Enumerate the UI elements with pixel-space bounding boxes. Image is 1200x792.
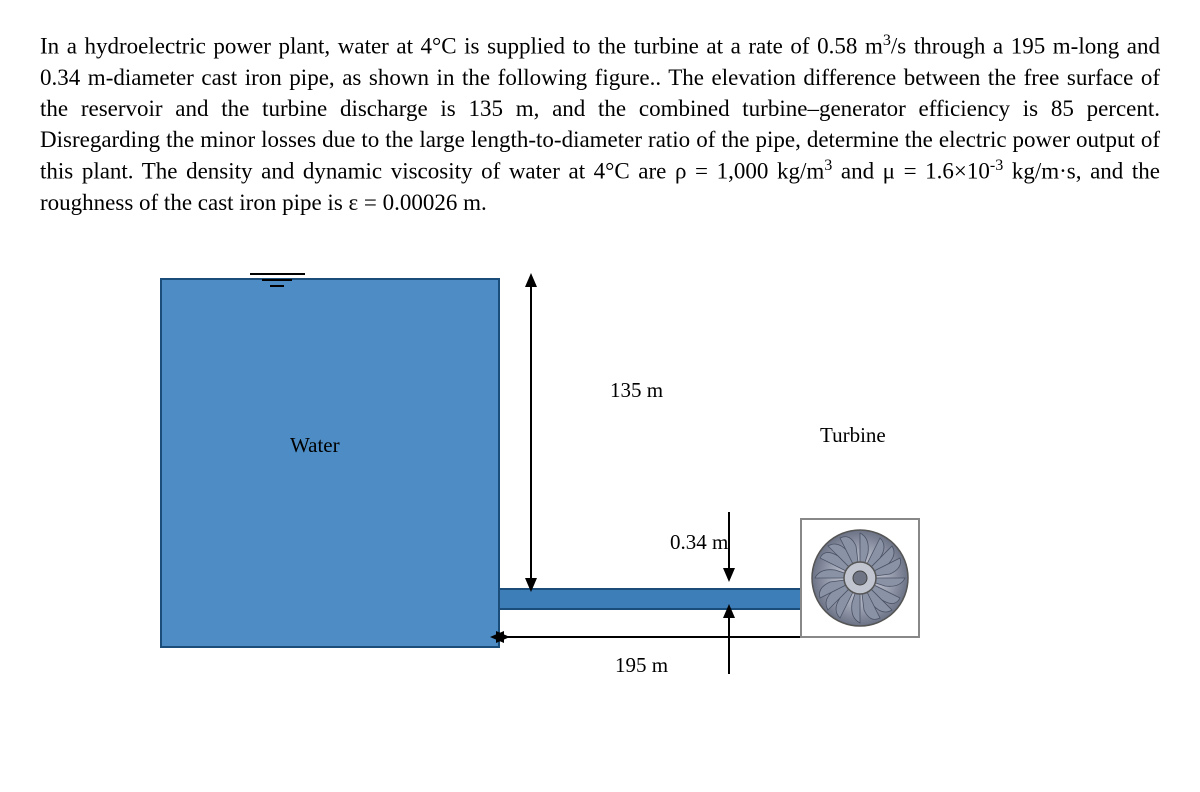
pipe-shape [500, 588, 800, 610]
turbine-icon [810, 528, 910, 628]
height-label: 135 m [610, 378, 663, 403]
water-label: Water [290, 433, 340, 458]
turbine-label: Turbine [820, 423, 886, 448]
reservoir-shape [160, 278, 500, 648]
diameter-label: 0.34 m [670, 530, 728, 555]
length-label: 195 m [615, 653, 668, 678]
hydroelectric-diagram: Water [160, 258, 1060, 708]
water-surface-icon [250, 273, 305, 275]
problem-statement: In a hydroelectric power plant, water at… [40, 30, 1160, 218]
